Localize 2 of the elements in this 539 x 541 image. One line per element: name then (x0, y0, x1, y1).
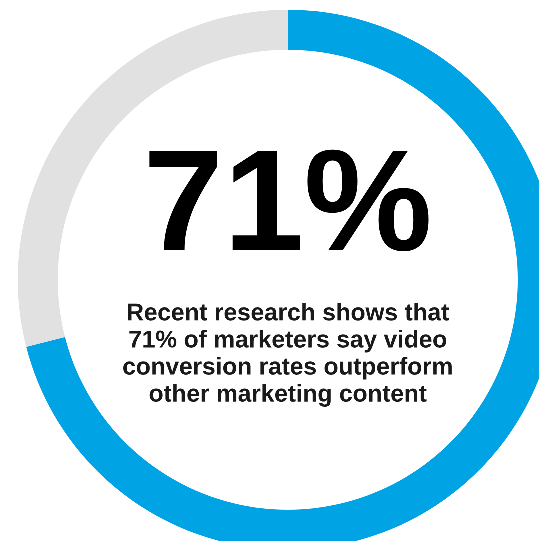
text: 71% (150, 150, 429, 252)
text: Recent research shows that 71% of marketers say video conversion rates outperform other marketing content (124, 303, 452, 407)
